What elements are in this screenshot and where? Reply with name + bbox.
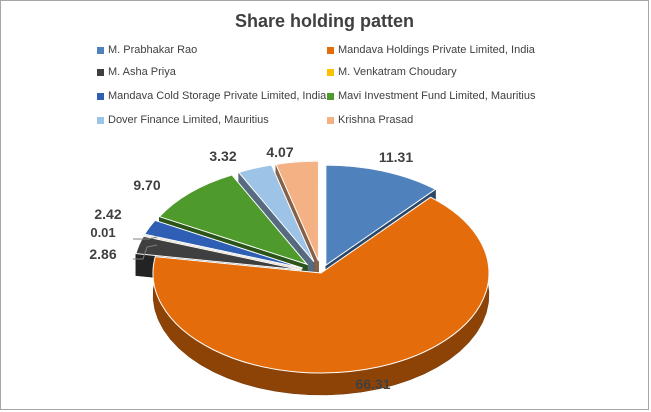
data-label: 2.42	[94, 206, 121, 222]
legend-swatch	[327, 92, 334, 100]
legend-item-mandava-holdings: Mandava Holdings Private Limited, India	[327, 44, 535, 56]
legend-item-mavi-investment: Mavi Investment Fund Limited, Mauritius	[327, 90, 535, 102]
legend-item-dover-finance: Dover Finance Limited, Mauritius	[97, 114, 269, 126]
leader-line	[133, 244, 158, 260]
legend-label: Mandava Cold Storage Private Limited, In…	[108, 90, 327, 102]
legend-swatch	[97, 68, 104, 76]
legend-label: Dover Finance Limited, Mauritius	[108, 114, 269, 126]
legend-swatch	[97, 116, 104, 124]
data-label: 11.31	[379, 149, 413, 165]
pie-slice	[275, 160, 319, 262]
data-label: 0.01	[90, 225, 115, 240]
data-label: 66.31	[355, 376, 390, 392]
data-label: 3.32	[209, 148, 236, 164]
pie-slice	[143, 234, 303, 270]
data-label: 9.70	[133, 177, 160, 193]
legend-item-mandava-cold-storage: Mandava Cold Storage Private Limited, In…	[97, 90, 326, 102]
chart-title: Share holding patten	[234, 11, 414, 31]
legend-label: M. Prabhakar Rao	[108, 44, 198, 56]
legend-label: Mandava Holdings Private Limited, India	[338, 44, 535, 56]
data-label: 2.86	[89, 246, 116, 262]
legend-swatch	[97, 46, 104, 54]
legend-label: M. Venkatram Choudary	[338, 66, 457, 78]
legend-swatch	[327, 68, 334, 76]
legend-label: M. Asha Priya	[108, 66, 176, 78]
leader-line	[133, 236, 158, 240]
legend-swatch	[327, 46, 334, 54]
pie-slice	[237, 164, 315, 263]
pie-slice	[135, 235, 302, 271]
legend-swatch	[327, 116, 334, 124]
legend-item-prabhakar-rao: M. Prabhakar Rao	[97, 44, 197, 56]
legend-item-venkatram-choudary: M. Venkatram Choudary	[327, 66, 457, 78]
legend-label: Krishna Prasad	[338, 114, 414, 126]
legend-label: Mavi Investment Fund Limited, Mauritius	[338, 90, 536, 102]
data-label: 4.07	[266, 144, 293, 160]
legend-item-asha-priya: M. Asha Priya	[97, 66, 176, 78]
pie-slice	[143, 219, 303, 269]
pie-slice	[158, 174, 309, 266]
legend-item-krishna-prasad: Krishna Prasad	[327, 114, 413, 126]
pie-slice	[152, 196, 490, 374]
pie-slice	[325, 164, 437, 267]
legend-swatch	[97, 92, 104, 100]
